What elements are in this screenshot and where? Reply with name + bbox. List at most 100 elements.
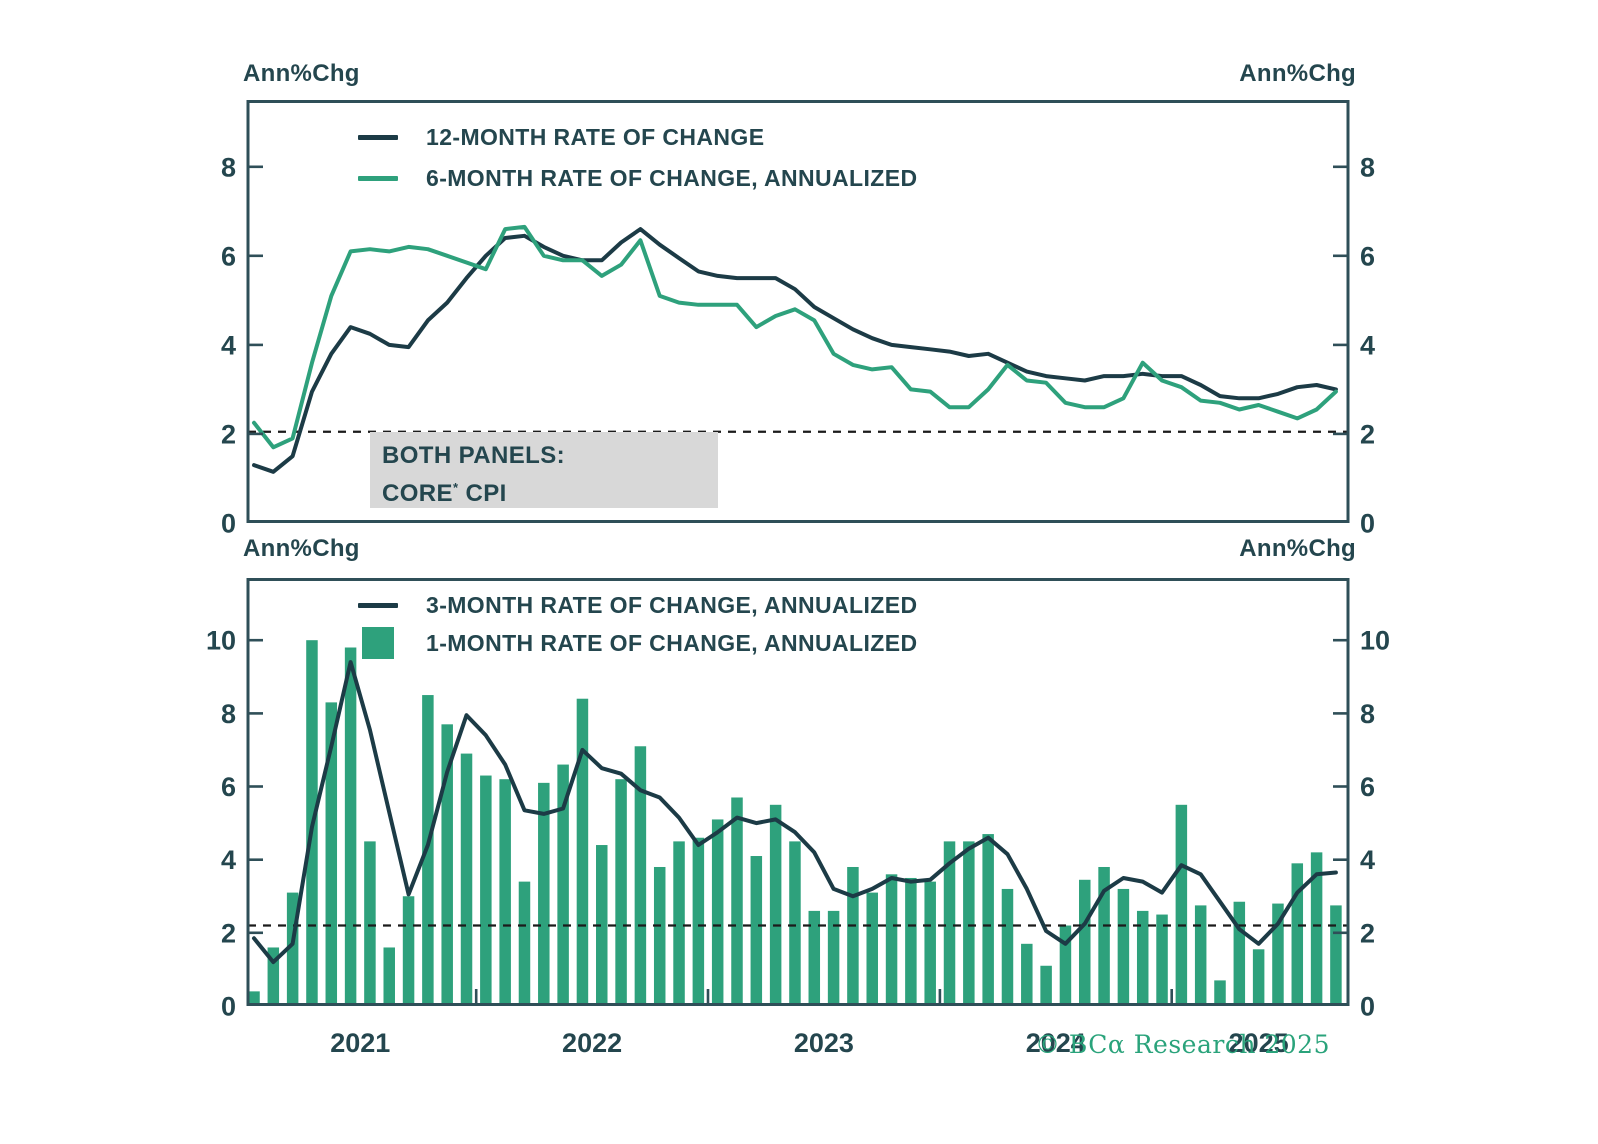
x-axis-year-label: 2025 <box>1229 1028 1289 1058</box>
y-axis-label-left: 0 <box>221 992 236 1022</box>
y-axis-label-right: 8 <box>1360 152 1375 182</box>
bar <box>847 866 859 1006</box>
x-axis-year-label: 2021 <box>330 1028 390 1058</box>
y-axis-label-right: 10 <box>1360 626 1390 656</box>
y-axis-label-right: 4 <box>1360 330 1375 360</box>
note-box: BOTH PANELS: CORE* CPI <box>370 432 718 508</box>
y-axis-label-left: 4 <box>221 330 236 360</box>
bar <box>1059 925 1072 1006</box>
bar <box>1079 879 1091 1006</box>
y-axis-label-right: 0 <box>1360 992 1375 1022</box>
bar <box>1175 804 1188 1006</box>
top-panel-plot: 0 0 2 2 4 4 6 6 8 8 <box>221 100 1375 539</box>
bar <box>943 841 956 1006</box>
bar <box>1272 903 1284 1006</box>
legend-label: 12-MONTH RATE OF CHANGE <box>426 124 765 150</box>
bar <box>518 881 531 1006</box>
bar <box>576 698 589 1006</box>
y-axis-label-left: 0 <box>221 509 236 539</box>
plot-border <box>246 100 1350 523</box>
bar <box>1233 901 1246 1006</box>
bar <box>441 724 453 1006</box>
bar <box>557 764 569 1006</box>
bar <box>1136 910 1149 1006</box>
bar-swatch-icon <box>358 627 398 659</box>
bar <box>1214 980 1226 1006</box>
note-line-2: CORE* CPI <box>382 480 507 507</box>
y-axis-label-left: 4 <box>221 845 236 875</box>
y-axis-label-left: 8 <box>221 699 236 729</box>
line-swatch-icon <box>358 603 398 608</box>
y-axis-label-left: 8 <box>221 152 236 182</box>
bar <box>267 947 280 1006</box>
y-axis-label-left: 2 <box>221 918 236 948</box>
bar <box>866 892 878 1006</box>
axis-unit-label-mid-right: Ann%Chg <box>1239 535 1356 562</box>
note-line-1: BOTH PANELS: <box>382 442 566 469</box>
bar <box>1252 949 1265 1006</box>
bar <box>499 779 511 1006</box>
x-axis-year-label: 2022 <box>562 1028 622 1058</box>
x-axis-year-label: 2023 <box>794 1028 854 1058</box>
axis-unit-label-top-right: Ann%Chg <box>1239 60 1356 87</box>
bar <box>808 910 821 1006</box>
y-axis-label-left: 6 <box>221 241 236 271</box>
bar <box>402 896 415 1006</box>
note-asterisk: * <box>452 480 459 495</box>
bar <box>615 779 627 1006</box>
legend-item-6-month: 6-MONTH RATE OF CHANGE, ANNUALIZED <box>358 165 917 192</box>
y-axis-label-right: 4 <box>1360 845 1375 875</box>
bar <box>692 837 705 1006</box>
bar <box>1156 914 1168 1006</box>
y-axis-label-right: 2 <box>1360 918 1375 948</box>
line-swatch-icon <box>358 135 398 140</box>
bar <box>596 845 608 1006</box>
bar <box>344 647 357 1006</box>
bar <box>634 746 647 1006</box>
bar <box>924 881 936 1006</box>
y-axis-label-right: 6 <box>1360 772 1375 802</box>
bar <box>364 841 376 1006</box>
bar <box>1040 965 1052 1006</box>
bar <box>789 841 801 1006</box>
legend-label: 6-MONTH RATE OF CHANGE, ANNUALIZED <box>426 165 918 191</box>
bar <box>1310 852 1323 1006</box>
bar <box>286 892 299 1006</box>
legend-item-3-month: 3-MONTH RATE OF CHANGE, ANNUALIZED <box>358 592 917 619</box>
bar <box>1194 905 1207 1006</box>
legend-item-1-month: 1-MONTH RATE OF CHANGE, ANNUALIZED <box>358 627 917 659</box>
axis-unit-label-top-left: Ann%Chg <box>243 60 360 87</box>
bar <box>480 775 492 1006</box>
bar <box>885 874 898 1006</box>
data-line <box>252 224 1338 450</box>
legend-item-12-month: 12-MONTH RATE OF CHANGE <box>358 124 917 151</box>
bar <box>460 753 473 1006</box>
bar <box>1117 888 1130 1006</box>
bar <box>731 797 743 1006</box>
y-axis-label-right: 8 <box>1360 699 1375 729</box>
bar <box>750 856 763 1006</box>
bar <box>673 841 685 1006</box>
legend-label: 1-MONTH RATE OF CHANGE, ANNUALIZED <box>426 629 918 656</box>
bar <box>1021 943 1033 1006</box>
bar <box>963 841 975 1006</box>
y-axis-label-right: 6 <box>1360 241 1375 271</box>
line-swatch-icon <box>358 176 398 181</box>
bar <box>538 782 550 1006</box>
bar <box>383 947 395 1006</box>
y-axis-label-left: 6 <box>221 772 236 802</box>
bar <box>1001 888 1014 1006</box>
bar <box>905 877 917 1006</box>
bar <box>1330 905 1342 1006</box>
top-panel-legend: 12-MONTH RATE OF CHANGE 6-MONTH RATE OF … <box>358 124 917 192</box>
bar <box>982 834 994 1006</box>
bar <box>248 991 260 1006</box>
bar <box>1098 866 1110 1006</box>
y-axis-label-left: 10 <box>206 626 236 656</box>
bar <box>711 819 724 1006</box>
y-axis-label-left: 2 <box>221 419 236 449</box>
bar <box>769 804 782 1006</box>
bar <box>325 702 338 1006</box>
bar <box>827 910 840 1006</box>
legend-label: 3-MONTH RATE OF CHANGE, ANNUALIZED <box>426 592 918 618</box>
